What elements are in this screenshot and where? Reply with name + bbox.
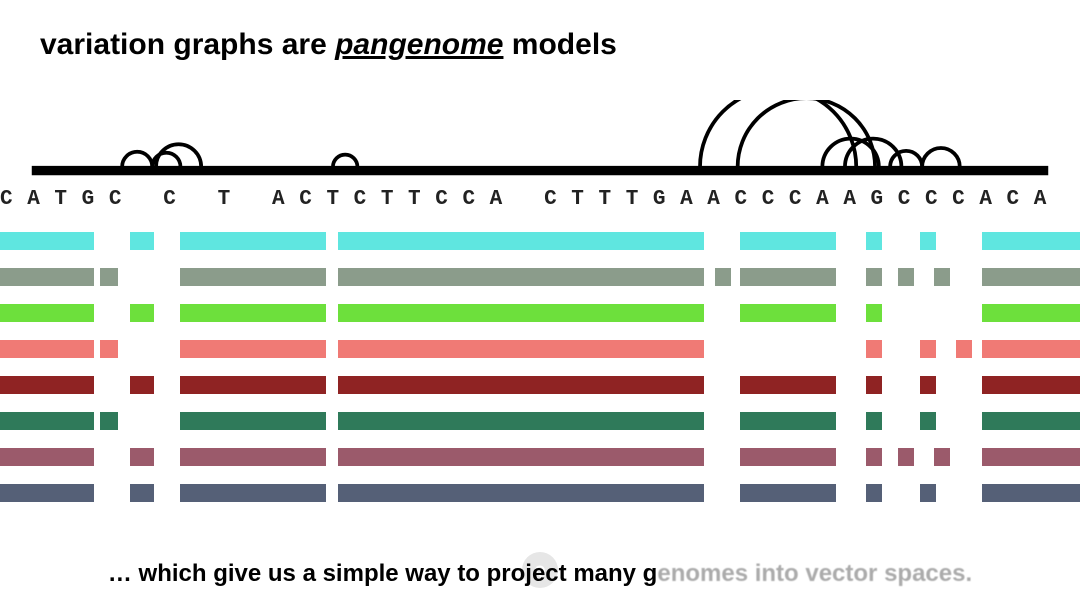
path-track <box>0 268 1080 286</box>
track-segment <box>0 232 94 250</box>
track-segment <box>866 268 882 286</box>
track-segment <box>740 484 836 502</box>
path-track <box>0 376 1080 394</box>
path-track <box>0 448 1080 466</box>
track-segment <box>866 340 882 358</box>
path-track <box>0 304 1080 322</box>
sequence-text: C A T G C C T A C T C T T C C A C T T T … <box>0 188 1080 211</box>
path-track <box>0 412 1080 430</box>
track-segment <box>338 448 704 466</box>
track-segment <box>180 376 326 394</box>
track-segment <box>338 268 704 286</box>
track-segment <box>740 412 836 430</box>
track-segment <box>100 268 118 286</box>
track-segment <box>338 232 704 250</box>
track-segment <box>920 232 936 250</box>
track-segment <box>740 268 836 286</box>
track-segment <box>100 412 118 430</box>
track-segment <box>0 376 94 394</box>
track-segment <box>130 232 154 250</box>
track-segment <box>180 340 326 358</box>
track-segment <box>338 484 704 502</box>
track-segment <box>866 412 882 430</box>
track-segment <box>180 448 326 466</box>
track-segment <box>715 268 731 286</box>
slide: variation graphs are pangenome models C … <box>0 0 1080 608</box>
page-title: variation graphs are pangenome models <box>40 28 617 62</box>
track-segment <box>130 448 154 466</box>
footer-text: … which give us a simple way to project … <box>0 560 1080 588</box>
track-segment <box>0 304 94 322</box>
track-segment <box>982 268 1080 286</box>
path-track <box>0 232 1080 250</box>
track-segment <box>338 412 704 430</box>
path-track <box>0 340 1080 358</box>
track-segment <box>130 484 154 502</box>
title-em: pangenome <box>335 28 503 61</box>
track-segment <box>920 376 936 394</box>
path-track <box>0 484 1080 502</box>
track-segment <box>898 268 914 286</box>
track-segment <box>898 448 914 466</box>
track-segment <box>982 304 1080 322</box>
track-segment <box>0 340 94 358</box>
title-suffix: models <box>503 28 616 61</box>
track-segment <box>338 304 704 322</box>
track-segment <box>180 304 326 322</box>
track-segment <box>866 448 882 466</box>
track-segment <box>0 484 94 502</box>
footer-blurred: enomes into vector spaces. <box>657 560 972 587</box>
track-segment <box>866 232 882 250</box>
track-segment <box>180 232 326 250</box>
track-segment <box>982 484 1080 502</box>
title-prefix: variation graphs are <box>40 28 335 61</box>
variation-graph <box>0 100 1080 180</box>
track-segment <box>920 412 936 430</box>
track-segment <box>180 484 326 502</box>
track-segment <box>0 412 94 430</box>
track-segment <box>740 376 836 394</box>
track-segment <box>866 376 882 394</box>
track-segment <box>338 376 704 394</box>
footer-prefix: … which give us a simple way to project … <box>108 560 657 587</box>
track-segment <box>920 340 936 358</box>
track-segment <box>130 376 154 394</box>
track-segment <box>956 340 972 358</box>
track-segment <box>180 268 326 286</box>
track-segment <box>934 268 950 286</box>
track-segment <box>920 484 936 502</box>
track-segment <box>0 268 94 286</box>
track-segment <box>982 448 1080 466</box>
track-segment <box>130 304 154 322</box>
track-segment <box>100 340 118 358</box>
track-segment <box>982 340 1080 358</box>
track-segment <box>866 304 882 322</box>
path-tracks <box>0 232 1080 520</box>
track-segment <box>982 412 1080 430</box>
track-segment <box>338 340 704 358</box>
track-segment <box>934 448 950 466</box>
track-segment <box>982 232 1080 250</box>
track-segment <box>866 484 882 502</box>
track-segment <box>180 412 326 430</box>
track-segment <box>982 376 1080 394</box>
track-segment <box>740 232 836 250</box>
track-segment <box>740 304 836 322</box>
track-segment <box>740 448 836 466</box>
track-segment <box>0 448 94 466</box>
